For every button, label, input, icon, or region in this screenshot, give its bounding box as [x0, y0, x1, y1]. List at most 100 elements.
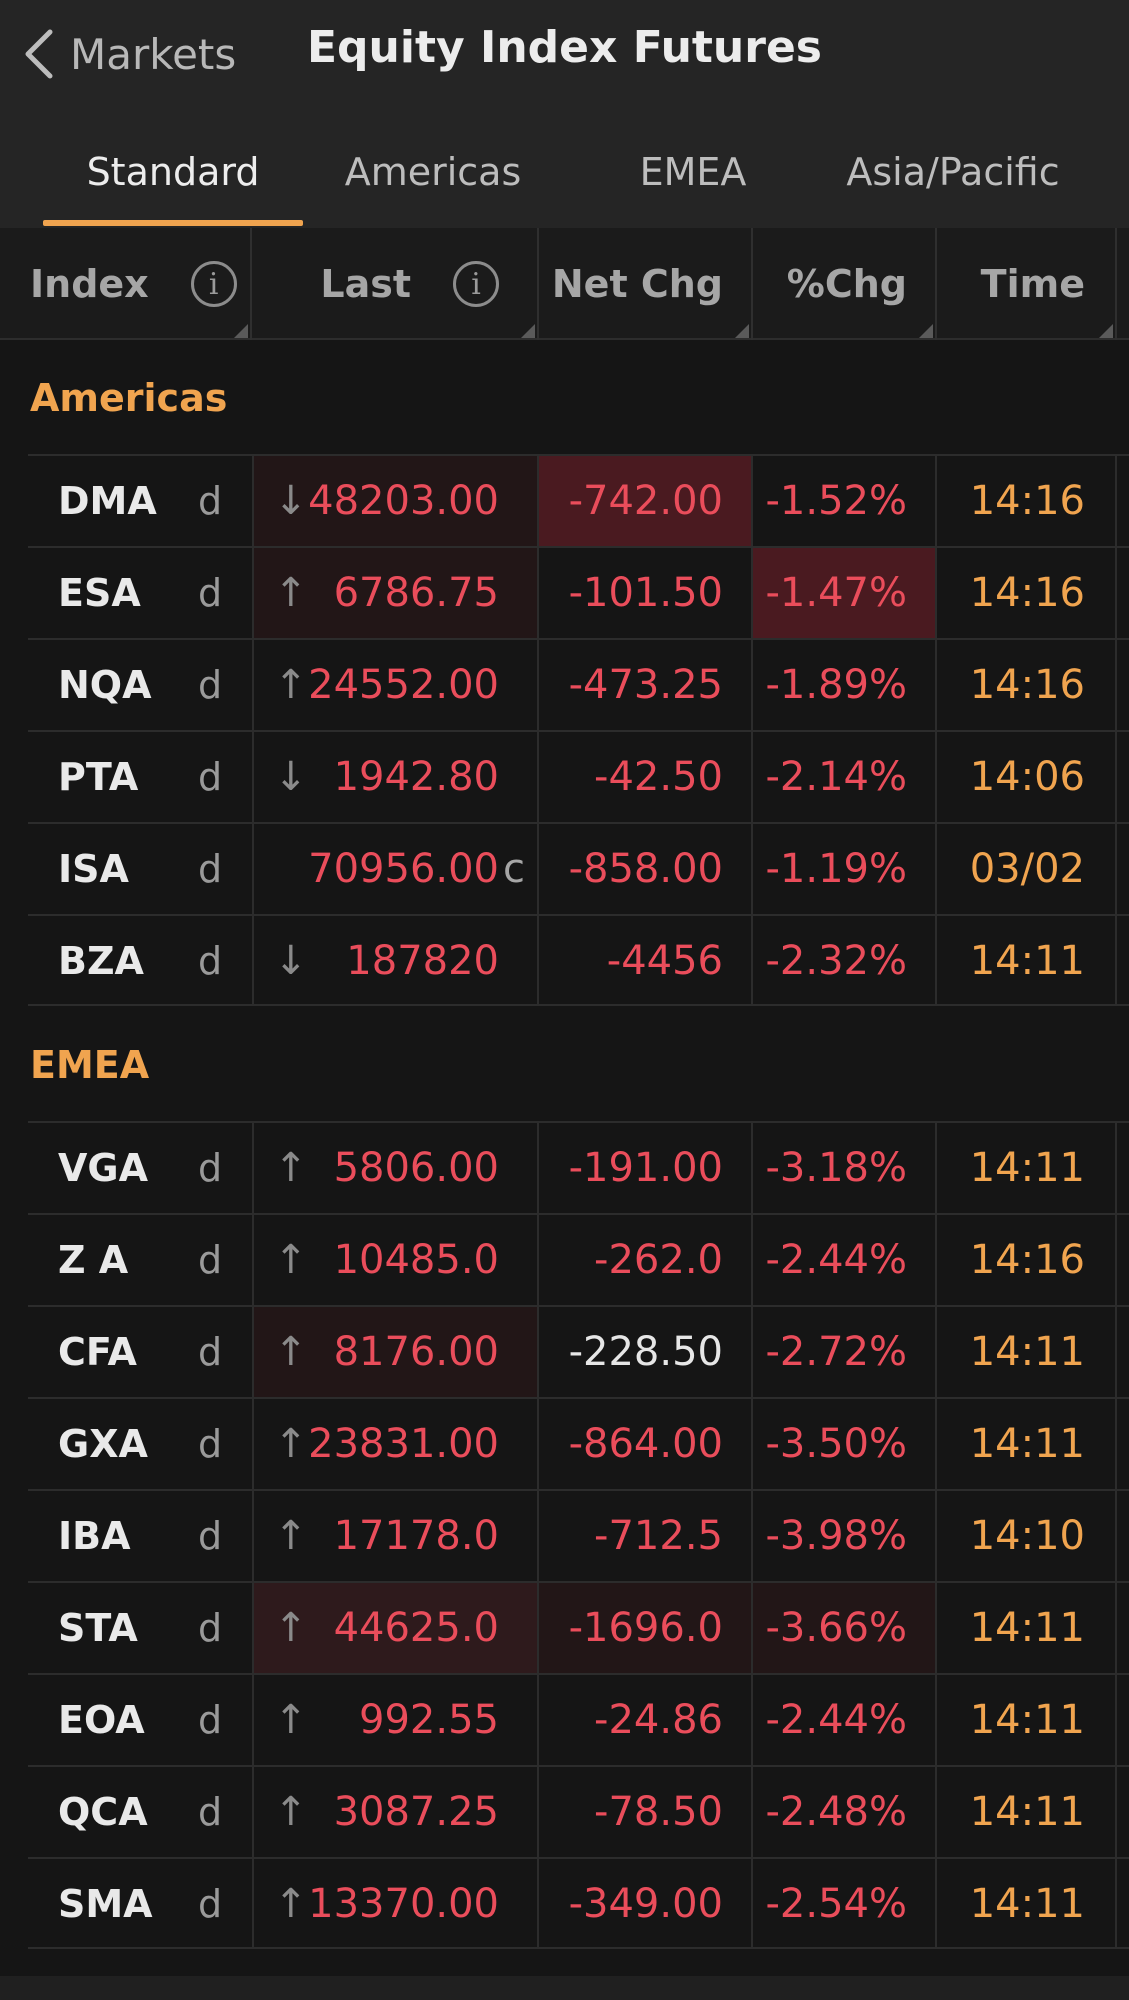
table-row[interactable]: EOA d ↑ 992.55 -24.86 -2.44% 14:11 [28, 1673, 1129, 1765]
delayed-flag: d [198, 1146, 223, 1190]
tick-arrow-icon: ↑ [274, 1145, 308, 1191]
net-change: -712.5 [539, 1491, 753, 1581]
net-change: -191.00 [539, 1123, 753, 1213]
table-row[interactable]: QCA d ↑ 3087.25 -78.50 -2.48% 14:11 [28, 1765, 1129, 1857]
resize-handle[interactable] [234, 324, 248, 338]
delayed-flag: d [198, 479, 223, 523]
last-price: 6786.75 [333, 570, 499, 616]
delayed-flag: d [198, 847, 223, 891]
net-change: -1696.0 [539, 1583, 753, 1673]
column-label-pct-chg: %Chg [786, 262, 907, 306]
pct-change: -2.14% [753, 732, 937, 822]
index-name: EOA [58, 1698, 145, 1742]
delayed-flag: d [198, 1790, 223, 1834]
last-price-cell: ↑ 23831.00 [252, 1399, 539, 1489]
last-price: 8176.00 [333, 1329, 499, 1375]
net-change: -78.50 [539, 1767, 753, 1857]
table-row[interactable]: NQA d ↑ 24552.00 -473.25 -1.89% 14:16 [28, 638, 1129, 730]
delayed-flag: d [198, 939, 223, 983]
tab-bar: Standard Americas EMEA Asia/Pacific [0, 140, 1129, 228]
net-change: -24.86 [539, 1675, 753, 1765]
last-price: 24552.00 [308, 662, 499, 708]
index-name: DMA [58, 479, 157, 523]
table-row[interactable]: VGA d ↑ 5806.00 -191.00 -3.18% 14:11 [28, 1121, 1129, 1213]
table-row[interactable]: BZA d ↓ 187820 -4456 -2.32% 14:11 [28, 914, 1129, 1006]
tick-arrow-icon: ↑ [274, 1881, 308, 1927]
table-row[interactable]: CFA d ↑ 8176.00 -228.50 -2.72% 14:11 [28, 1305, 1129, 1397]
table-row[interactable]: IBA d ↑ 17178.0 -712.5 -3.98% 14:10 [28, 1489, 1129, 1581]
column-header-net-chg[interactable]: Net Chg [539, 228, 753, 340]
last-price: 23831.00 [308, 1421, 499, 1467]
delayed-flag: d [198, 1238, 223, 1282]
delayed-flag: d [198, 571, 223, 615]
update-time: 14:10 [937, 1491, 1117, 1581]
delayed-flag: d [198, 1882, 223, 1926]
back-button[interactable]: Markets [22, 24, 236, 84]
column-header-pct-chg[interactable]: %Chg [753, 228, 937, 340]
delayed-flag: d [198, 1698, 223, 1742]
pct-change: -3.50% [753, 1399, 937, 1489]
table-row[interactable]: ISA d 70956.00 c -858.00 -1.19% 03/02 [28, 822, 1129, 914]
page-title: Equity Index Futures [306, 22, 822, 73]
resize-handle[interactable] [919, 324, 933, 338]
last-price-cell: ↑ 44625.0 [252, 1583, 539, 1673]
table-row[interactable]: PTA d ↓ 1942.80 -42.50 -2.14% 14:06 [28, 730, 1129, 822]
tab-americas[interactable]: Americas [344, 150, 522, 194]
resize-handle[interactable] [521, 324, 535, 338]
section-rows-americas: DMA d ↓ 48203.00 -742.00 -1.52% 14:16 ES… [28, 454, 1129, 1006]
net-change: -858.00 [539, 824, 753, 914]
pct-change: -1.52% [753, 456, 937, 546]
tab-standard[interactable]: Standard [86, 150, 260, 194]
index-name: STA [58, 1606, 138, 1650]
update-time: 03/02 [937, 824, 1117, 914]
tick-arrow-icon: ↑ [274, 662, 308, 708]
tab-asia-pacific[interactable]: Asia/Pacific [846, 150, 1060, 194]
resize-handle[interactable] [735, 324, 749, 338]
net-change: -262.0 [539, 1215, 753, 1305]
column-header-time[interactable]: Time [937, 228, 1117, 340]
last-price-cell: ↓ 187820 [252, 916, 539, 1006]
net-change: -228.50 [539, 1307, 753, 1397]
table-row[interactable]: Z A d ↑ 10485.0 -262.0 -2.44% 14:16 [28, 1213, 1129, 1305]
tick-arrow-icon: ↓ [274, 754, 308, 800]
info-icon[interactable]: i [190, 261, 237, 307]
last-price-cell: ↑ 13370.00 [252, 1859, 539, 1949]
table-row[interactable]: SMA d ↑ 13370.00 -349.00 -2.54% 14:11 [28, 1857, 1129, 1949]
update-time: 14:16 [937, 456, 1117, 546]
update-time: 14:11 [937, 1307, 1117, 1397]
delayed-flag: d [198, 1514, 223, 1558]
index-name: Z A [58, 1238, 129, 1282]
update-time: 14:11 [937, 1583, 1117, 1673]
delayed-flag: d [198, 1422, 223, 1466]
pct-change: -1.47% [753, 548, 937, 638]
tick-arrow-icon: ↓ [274, 938, 308, 984]
pct-change: -2.54% [753, 1859, 937, 1949]
index-name: IBA [58, 1514, 131, 1558]
info-icon[interactable]: i [453, 261, 499, 307]
index-name: GXA [58, 1422, 148, 1466]
index-name: CFA [58, 1330, 137, 1374]
table-row[interactable]: STA d ↑ 44625.0 -1696.0 -3.66% 14:11 [28, 1581, 1129, 1673]
last-price-cell: ↑ 5806.00 [252, 1123, 539, 1213]
tab-emea[interactable]: EMEA [639, 150, 747, 194]
resize-handle[interactable] [1099, 324, 1113, 338]
index-name: PTA [58, 755, 139, 799]
last-price: 187820 [346, 938, 499, 984]
net-change: -42.50 [539, 732, 753, 822]
last-price-cell: ↑ 24552.00 [252, 640, 539, 730]
update-time: 14:06 [937, 732, 1117, 822]
table-row[interactable]: DMA d ↓ 48203.00 -742.00 -1.52% 14:16 [28, 454, 1129, 546]
pct-change: -3.66% [753, 1583, 937, 1673]
column-header-index[interactable]: Index i [0, 228, 252, 340]
pct-change: -2.72% [753, 1307, 937, 1397]
index-name: BZA [58, 939, 144, 983]
update-time: 14:16 [937, 548, 1117, 638]
tick-arrow-icon: ↑ [274, 1789, 308, 1835]
delayed-flag: d [198, 1606, 223, 1650]
table-row[interactable]: GXA d ↑ 23831.00 -864.00 -3.50% 14:11 [28, 1397, 1129, 1489]
tick-arrow-icon: ↑ [274, 1329, 308, 1375]
column-header-last[interactable]: Last i [252, 228, 539, 340]
pct-change: -2.48% [753, 1767, 937, 1857]
last-price: 48203.00 [308, 478, 499, 524]
table-row[interactable]: ESA d ↑ 6786.75 -101.50 -1.47% 14:16 [28, 546, 1129, 638]
